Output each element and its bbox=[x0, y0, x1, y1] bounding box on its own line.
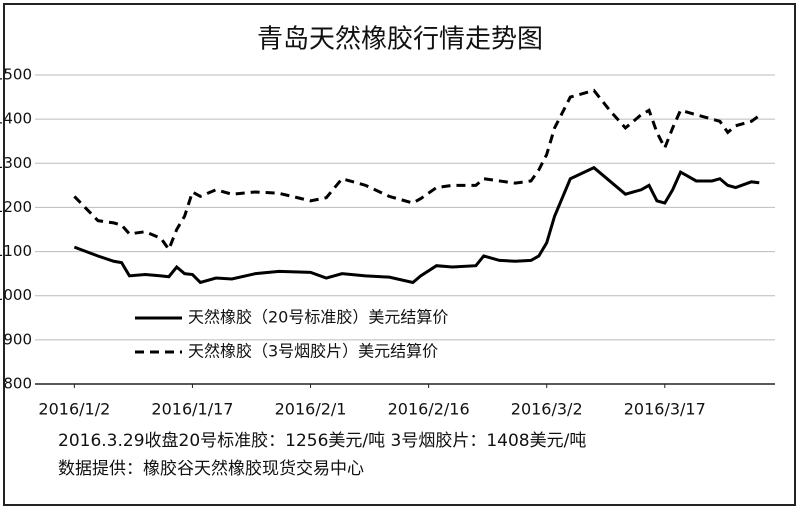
frame bbox=[3, 3, 796, 506]
note: 2016.3.29收盘20号标准胶：1256美元/吨 3号烟胶片：1408美元/… bbox=[58, 431, 586, 451]
x-tick-label: 2016/1/2 bbox=[38, 400, 110, 419]
y-tick-label: 1200 bbox=[0, 198, 32, 216]
y-tick-label: 1500 bbox=[0, 66, 32, 84]
chart-title: 青岛天然橡胶行情走势图 bbox=[257, 25, 543, 55]
note: 数据提供：橡胶谷天然橡胶现货交易中心 bbox=[58, 459, 364, 479]
y-tick-label: 800 bbox=[3, 375, 32, 393]
series-line bbox=[73, 88, 761, 253]
y-tick-label: 1100 bbox=[0, 242, 32, 260]
x-tick-label: 2016/1/17 bbox=[151, 400, 233, 419]
y-tick-label: 900 bbox=[3, 330, 32, 348]
series-line bbox=[73, 165, 760, 285]
x-tick-label: 2016/2/16 bbox=[388, 400, 470, 419]
x-tick-label: 2016/3/2 bbox=[511, 400, 583, 419]
x-tick-label: 2016/3/17 bbox=[624, 400, 706, 419]
x-tick-label: 2016/2/1 bbox=[275, 400, 347, 419]
y-tick-label: 1300 bbox=[0, 154, 32, 172]
y-tick-label: 1400 bbox=[0, 110, 32, 128]
legend-label: 天然橡胶（20号标准胶）美元结算价 bbox=[188, 308, 448, 327]
y-tick-label: 1000 bbox=[0, 286, 32, 304]
legend-label: 天然橡胶（3号烟胶片）美元结算价 bbox=[188, 342, 438, 361]
